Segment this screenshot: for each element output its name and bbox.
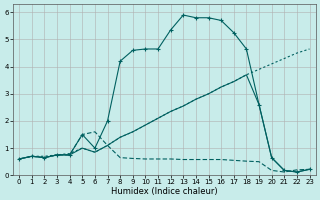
X-axis label: Humidex (Indice chaleur): Humidex (Indice chaleur) bbox=[111, 187, 218, 196]
